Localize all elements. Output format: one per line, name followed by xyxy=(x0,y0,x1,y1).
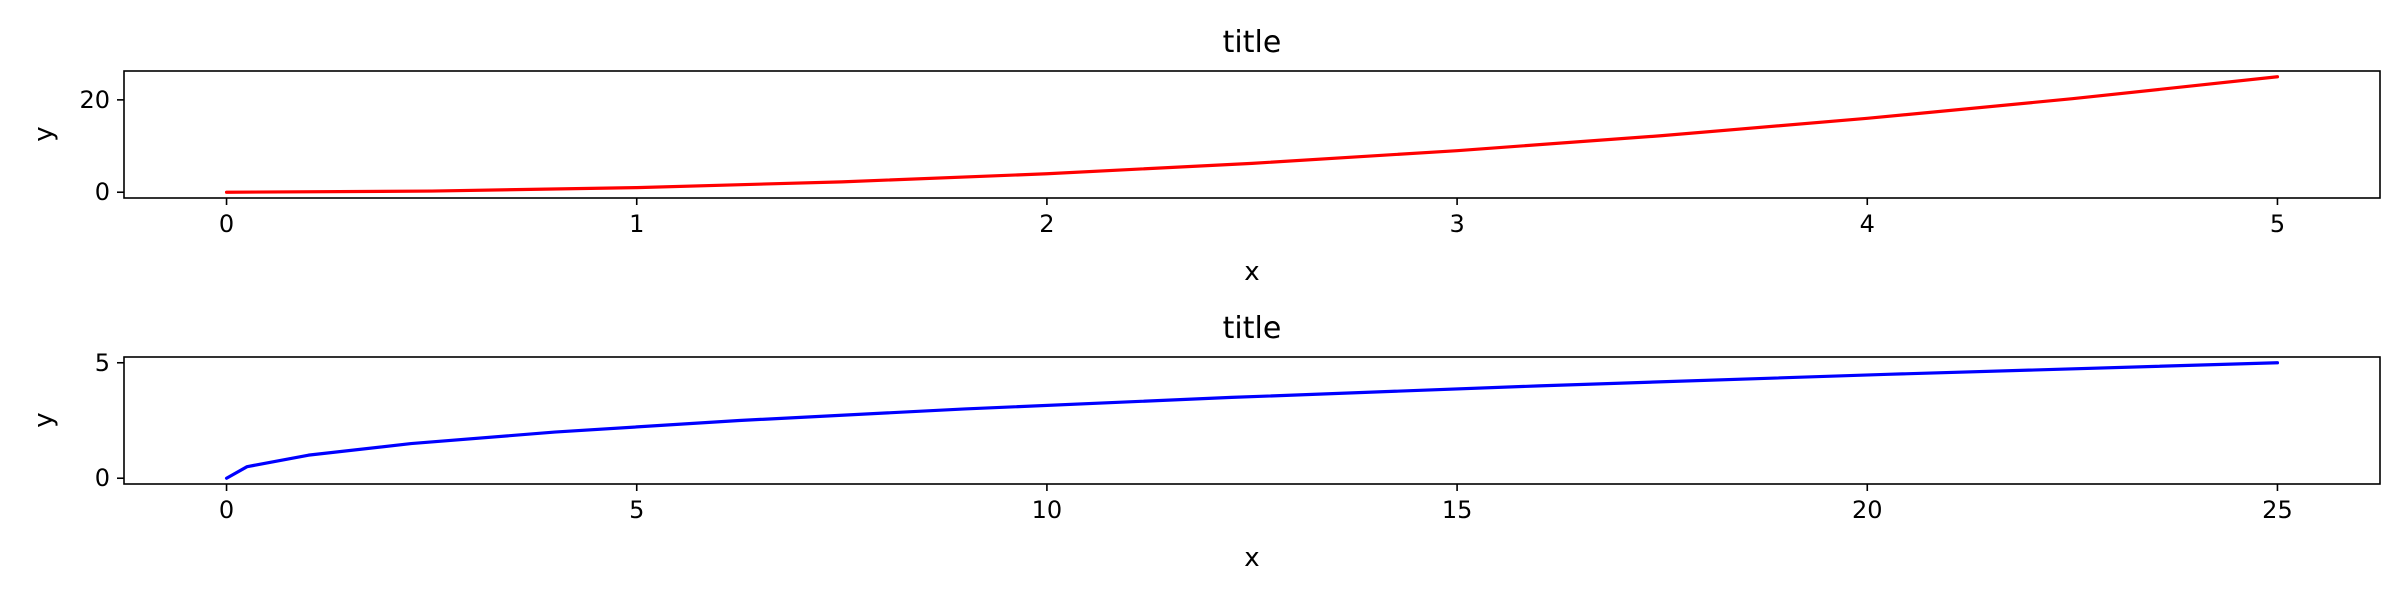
subplot-2-y-axis-label: y xyxy=(29,412,59,427)
subplot-1-x-tick-label: 0 xyxy=(219,210,234,238)
subplot-1-x-tick-label: 5 xyxy=(2270,210,2285,238)
subplot-2-x-tick-label: 0 xyxy=(219,496,234,524)
subplot-1-x-tick-label: 4 xyxy=(1860,210,1875,238)
subplot-2-x-tick-label: 5 xyxy=(629,496,644,524)
subplot-1-y-tick-label: 20 xyxy=(79,86,110,114)
subplot-1-x-axis-label: x xyxy=(1244,257,1259,287)
subplot-1-x-tick-label: 3 xyxy=(1449,210,1464,238)
subplot-2-title: title xyxy=(1223,311,1282,346)
subplot-2: title 0 5 10 15 20 25 05 x y xyxy=(29,311,2381,573)
subplot-2-line-layer xyxy=(224,361,2280,480)
subplot-1-x-tick-label: 1 xyxy=(629,210,644,238)
subplot-2-x-tick-label: 25 xyxy=(2262,496,2293,524)
subplot-1-title: title xyxy=(1223,25,1282,60)
subplot-2-y-tick-label: 5 xyxy=(95,349,110,377)
subplot-1: title 0 1 2 3 4 5 0 20 x y xyxy=(29,25,2381,287)
subplot-2-y-tick-label: 0 xyxy=(95,464,110,492)
subplot-2-xticks: 0 5 10 15 20 25 xyxy=(219,484,2293,524)
subplot-1-x-tick-label: 2 xyxy=(1039,210,1054,238)
subplot-2-series-line-1 xyxy=(224,361,2280,480)
subplot-2-plot-frame xyxy=(123,356,2381,485)
subplot-2-yticks: 05 xyxy=(95,349,124,492)
subplot-1-y-axis-label: y xyxy=(29,126,59,141)
subplot-1-plot-frame xyxy=(123,70,2381,199)
subplot-1-line-layer xyxy=(224,75,2280,194)
subplot-1-series-line-1 xyxy=(224,75,2280,194)
subplot-1-y-tick-label: 0 xyxy=(95,178,110,206)
subplot-2-x-tick-label: 10 xyxy=(1032,496,1063,524)
subplot-1-xticks: 0 1 2 3 4 5 xyxy=(219,198,2285,238)
subplot-2-x-axis-label: x xyxy=(1244,543,1259,573)
subplot-1-yticks: 0 20 xyxy=(79,86,124,206)
subplot-2-x-tick-label: 20 xyxy=(1852,496,1883,524)
subplot-2-x-tick-label: 15 xyxy=(1442,496,1473,524)
